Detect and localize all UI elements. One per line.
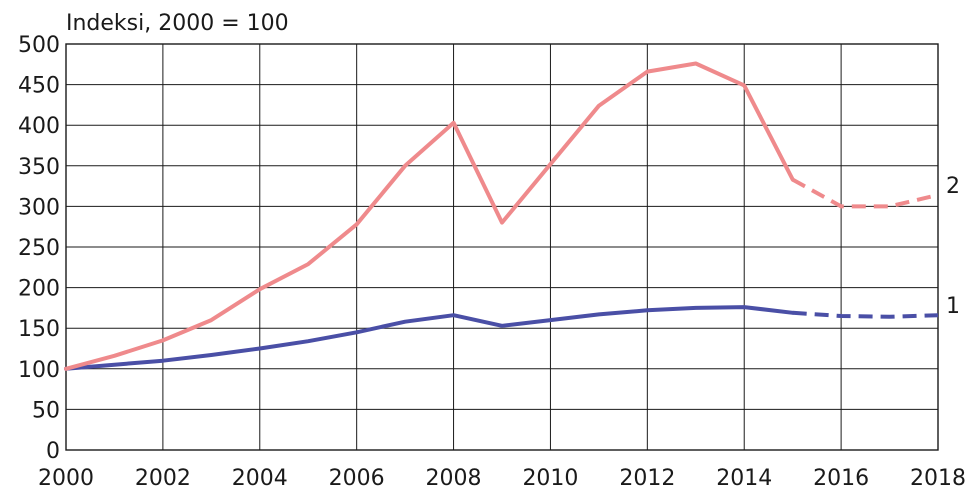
series-1-line (64, 305, 795, 371)
x-axis-ticks: 2000 2002 2004 2006 2008 2010 2012 2014 2016 2018 (38, 466, 966, 491)
x-tick-label-2006: 2006 (329, 466, 385, 491)
x-tick-label-2008: 2008 (426, 466, 482, 491)
series-1-label: 1 (946, 294, 960, 319)
y-tick-label-150: 150 (18, 317, 60, 342)
y-axis-ticks: 0 50 100 150 200 250 300 350 400 450 500 (18, 33, 60, 464)
y-tick-label-350: 350 (18, 155, 60, 180)
series-2-forecast-line (791, 177, 939, 209)
series-2-label: 2 (946, 174, 960, 199)
y-tick-label-300: 300 (18, 195, 60, 220)
y-tick-label-0: 0 (46, 439, 60, 464)
x-tick-label-2012: 2012 (619, 466, 675, 491)
x-tick-label-2004: 2004 (232, 466, 288, 491)
plot-frame (65, 43, 939, 451)
x-tick-label-2010: 2010 (522, 466, 578, 491)
y-tick-label-200: 200 (18, 277, 60, 302)
y-tick-label-50: 50 (32, 398, 60, 423)
series-1-forecast-line (792, 310, 939, 319)
y-tick-label-450: 450 (18, 74, 60, 99)
y-tick-label-100: 100 (18, 358, 60, 383)
x-tick-label-2018: 2018 (910, 466, 966, 491)
series-labels: 12 (946, 174, 960, 319)
y-tick-label-400: 400 (18, 114, 60, 139)
y-tick-label-500: 500 (18, 33, 60, 58)
x-tick-label-2016: 2016 (813, 466, 869, 491)
x-tick-label-2002: 2002 (135, 466, 191, 491)
y-tick-label-250: 250 (18, 236, 60, 261)
grid (65, 43, 939, 451)
x-tick-label-2000: 2000 (38, 466, 94, 491)
x-tick-label-2014: 2014 (716, 466, 772, 491)
series-lines (64, 61, 939, 371)
y-axis-title: Indeksi, 2000 = 100 (66, 11, 289, 36)
series-2-line (64, 61, 795, 371)
